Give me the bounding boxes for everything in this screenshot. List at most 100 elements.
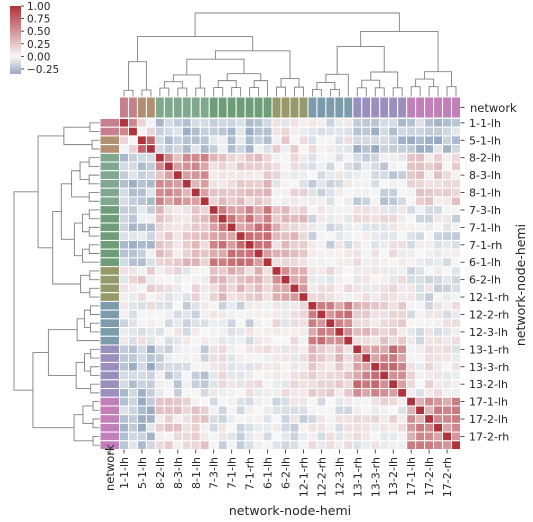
- heatmap-cell: [145, 135, 156, 146]
- heatmap-cell: [289, 178, 300, 189]
- heatmap-cell: [406, 222, 417, 233]
- heatmap-cell: [244, 231, 255, 241]
- heatmap-cell: [253, 353, 264, 363]
- heatmap-cell: [244, 379, 255, 390]
- heatmap-cell: [307, 370, 318, 381]
- heatmap-cell: [119, 405, 129, 416]
- dendrogram-link: [88, 244, 100, 254]
- heatmap-cell: [226, 144, 237, 154]
- heatmap-cell: [154, 344, 165, 355]
- heatmap-cell: [343, 353, 354, 363]
- heatmap-cell: [145, 222, 156, 233]
- heatmap-cell: [307, 283, 318, 294]
- heatmap-cell: [298, 213, 309, 224]
- colorbar-tick-label: 1.00: [27, 1, 50, 13]
- row-network-color: [99, 231, 120, 241]
- heatmap-cell: [343, 126, 354, 137]
- heatmap-cell: [235, 405, 246, 416]
- heatmap-cell: [172, 135, 183, 146]
- dendrogram-link: [226, 73, 262, 81]
- heatmap-cell: [136, 152, 147, 163]
- heatmap-cell: [119, 213, 129, 224]
- heatmap-cell: [190, 152, 201, 163]
- heatmap-cell: [208, 205, 219, 215]
- column-tick-label: 5-1-lh: [136, 457, 149, 489]
- row-network-color: [99, 170, 120, 180]
- heatmap-cell: [127, 266, 138, 276]
- heatmap-cell: [253, 405, 264, 416]
- heatmap-cell: [244, 187, 255, 198]
- heatmap-cell: [334, 292, 345, 302]
- dendrogram-link: [217, 80, 237, 88]
- heatmap-cell: [163, 327, 174, 337]
- heatmap-cell: [208, 327, 219, 337]
- heatmap-cell: [415, 170, 426, 180]
- heatmap-cell: [271, 309, 282, 320]
- heatmap-cell: [406, 353, 417, 363]
- heatmap-cell: [271, 126, 282, 137]
- heatmap-cell: [217, 222, 228, 233]
- heatmap-cell: [136, 370, 147, 381]
- heatmap-cell: [253, 414, 264, 424]
- heatmap-cell: [370, 379, 381, 390]
- heatmap-cell: [235, 414, 246, 424]
- heatmap-cell: [145, 344, 156, 355]
- heatmap-cell: [208, 353, 219, 363]
- heatmap-cell: [217, 239, 228, 250]
- column-network-color: [136, 96, 147, 119]
- heatmap-cell: [199, 431, 210, 442]
- heatmap-cell: [235, 344, 246, 355]
- heatmap-cell: [280, 161, 291, 172]
- heatmap-cell: [119, 309, 129, 320]
- heatmap-cell: [226, 318, 237, 329]
- heatmap-cell: [154, 239, 165, 250]
- heatmap-cell: [271, 405, 282, 416]
- heatmap-cell: [442, 388, 453, 398]
- heatmap-cell: [415, 196, 426, 207]
- heatmap-cell: [199, 135, 210, 146]
- heatmap-cell: [451, 135, 461, 146]
- heatmap-cell: [154, 161, 165, 172]
- column-tick-label: 13-3-rh: [369, 457, 382, 497]
- heatmap-cell: [397, 170, 408, 180]
- heatmap-cell: [226, 126, 237, 137]
- heatmap-cell: [352, 327, 363, 337]
- heatmap-cell: [397, 318, 408, 329]
- heatmap-cell: [361, 152, 372, 163]
- heatmap-cell: [253, 300, 264, 311]
- heatmap-cell: [370, 144, 381, 154]
- heatmap-cell: [379, 440, 390, 451]
- heatmap-cell: [262, 370, 273, 381]
- heatmap-cell: [208, 292, 219, 302]
- heatmap-cell: [316, 300, 327, 311]
- row-tick-label: 12-1-rh: [469, 291, 509, 304]
- heatmap-cell: [325, 231, 336, 241]
- heatmap-cell: [334, 222, 345, 233]
- heatmap-cell: [424, 144, 435, 154]
- heatmap-cell: [172, 440, 183, 451]
- heatmap-cell: [199, 283, 210, 294]
- heatmap-cell: [370, 135, 381, 146]
- column-tick-label: 12-2-rh: [315, 457, 328, 497]
- heatmap-cell: [253, 361, 264, 372]
- heatmap-cell: [145, 213, 156, 224]
- heatmap-cell: [262, 178, 273, 189]
- heatmap-cell: [244, 292, 255, 302]
- dendrogram-link: [194, 12, 400, 37]
- heatmap-cell: [244, 283, 255, 294]
- heatmap-cell: [451, 231, 461, 241]
- heatmap-cell: [199, 274, 210, 285]
- heatmap-cell: [190, 144, 201, 154]
- heatmap-cell: [127, 405, 138, 416]
- row-network-color: [99, 274, 120, 285]
- heatmap-cell: [397, 283, 408, 294]
- heatmap-cell: [181, 422, 192, 433]
- heatmap-cell: [226, 274, 237, 285]
- heatmap-cell: [379, 257, 390, 268]
- heatmap-cell: [379, 353, 390, 363]
- heatmap-cell: [280, 126, 291, 137]
- heatmap-cell: [119, 379, 129, 390]
- row-network-color: [99, 309, 120, 320]
- heatmap-cell: [316, 361, 327, 372]
- dendrogram-link: [80, 274, 90, 294]
